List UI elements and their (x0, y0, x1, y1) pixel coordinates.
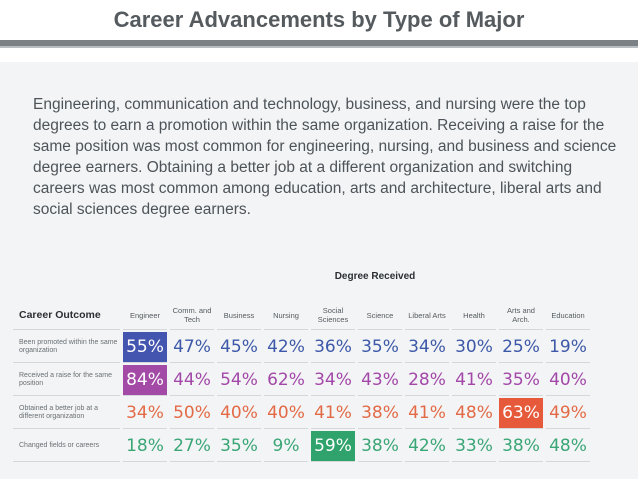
percentage-cell: 41% (405, 398, 449, 429)
percentage-cell: 54% (217, 365, 261, 396)
percentage-cell: 48% (452, 398, 496, 429)
table-row: Been promoted within the same organizati… (13, 332, 590, 363)
percentage-cell: 47% (170, 332, 214, 363)
career-outcome-row-label: Received a raise for the same position (13, 365, 120, 396)
percentage-cell: 40% (217, 398, 261, 429)
degree-column-header: Social Sciences (311, 301, 355, 330)
percentage-cell: 41% (311, 398, 355, 429)
percentage-cell: 34% (405, 332, 449, 363)
percentage-cell: 63% (499, 398, 543, 429)
percentage-cell: 49% (546, 398, 590, 429)
title-rule (0, 40, 638, 46)
percentage-cell: 33% (452, 431, 496, 462)
slide-title: Career Advancements by Type of Major (113, 7, 525, 32)
percentage-cell: 45% (217, 332, 261, 363)
table-row: Obtained a better job at a different org… (13, 398, 590, 429)
percentage-cell: 43% (358, 365, 402, 396)
degree-received-label: Degree Received (334, 271, 416, 282)
percentage-cell: 40% (264, 398, 308, 429)
percentage-cell: 62% (264, 365, 308, 396)
degree-header-row: Career Outcome Engineer Comm. and Tech Bus… (13, 301, 590, 330)
percentage-cell: 9% (264, 431, 308, 462)
outcome-grid: Career Outcome Engineer Comm. and Tech Bus… (10, 299, 593, 464)
percentage-cell: 48% (546, 431, 590, 462)
percentage-cell: 41% (452, 365, 496, 396)
percentage-cell: 55% (123, 332, 167, 363)
table-row: Received a raise for the same position 84… (13, 365, 590, 396)
percentage-cell: 27% (170, 431, 214, 462)
description-text: Engineering, communication and technolog… (33, 96, 617, 218)
degree-column-header: Engineer (123, 301, 167, 330)
degree-column-header: Arts and Arch. (499, 301, 543, 330)
degree-column-header: Nursing (264, 301, 308, 330)
percentage-cell: 34% (311, 365, 355, 396)
percentage-cell: 38% (358, 398, 402, 429)
percentage-cell: 40% (546, 365, 590, 396)
degree-column-header: Science (358, 301, 402, 330)
percentage-cell: 38% (358, 431, 402, 462)
percentage-cell: 84% (123, 365, 167, 396)
percentage-cell: 35% (499, 365, 543, 396)
degree-column-header: Liberal Arts (405, 301, 449, 330)
percentage-cell: 42% (264, 332, 308, 363)
percentage-cell: 59% (311, 431, 355, 462)
percentage-cell: 34% (123, 398, 167, 429)
percentage-cell: 38% (499, 431, 543, 462)
degree-column-header: Health (452, 301, 496, 330)
percentage-cell: 18% (123, 431, 167, 462)
percentage-cell: 30% (452, 332, 496, 363)
table-row: Changed fields or careers 18% 27% 35% 9% 59% 3… (13, 431, 590, 462)
degree-column-header: Comm. and Tech (170, 301, 214, 330)
degree-column-header: Education (546, 301, 590, 330)
career-outcome-row-label: Been promoted within the same organizati… (13, 332, 120, 363)
outcome-rows: Been promoted within the same organizati… (13, 332, 590, 462)
percentage-cell: 35% (358, 332, 402, 363)
degree-column-header: Business (217, 301, 261, 330)
percentage-cell: 35% (217, 431, 261, 462)
title-rule-light (0, 46, 638, 48)
percentage-cell: 42% (405, 431, 449, 462)
career-outcome-table: Degree Received Career Outcome Engineer C… (10, 265, 630, 465)
percentage-cell: 28% (405, 365, 449, 396)
percentage-cell: 50% (170, 398, 214, 429)
career-outcome-row-label: Changed fields or careers (13, 431, 120, 462)
career-outcome-label: Career Outcome (13, 301, 120, 330)
percentage-cell: 36% (311, 332, 355, 363)
career-outcome-row-label: Obtained a better job at a different org… (13, 398, 120, 429)
percentage-cell: 19% (546, 332, 590, 363)
percentage-cell: 44% (170, 365, 214, 396)
percentage-cell: 25% (499, 332, 543, 363)
